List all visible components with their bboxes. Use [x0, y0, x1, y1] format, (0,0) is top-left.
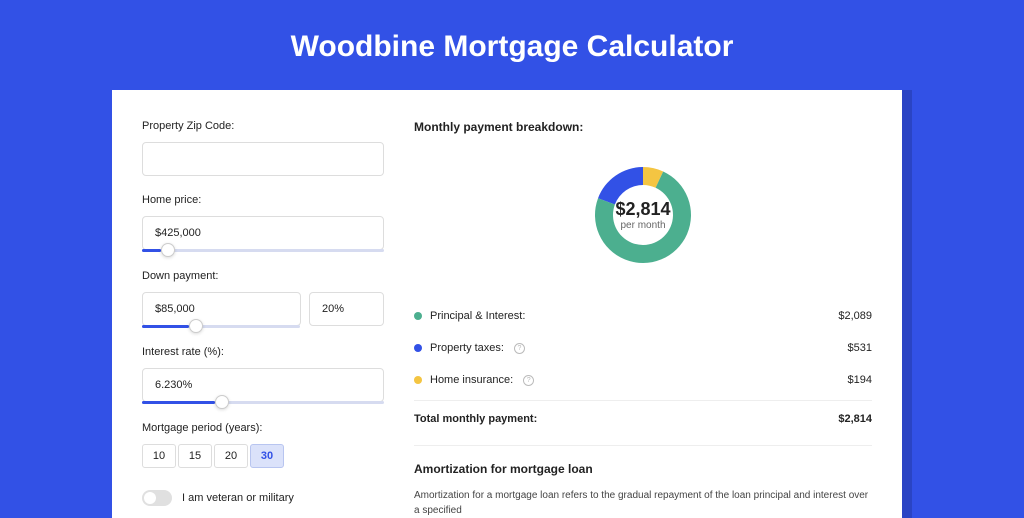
- legend-row-ins: Home insurance: ? $194: [414, 364, 872, 396]
- down-pct-input[interactable]: [309, 292, 384, 326]
- zip-field-group: Property Zip Code:: [142, 120, 384, 176]
- form-column: Property Zip Code: Home price: Down paym…: [142, 120, 384, 518]
- amortization-text: Amortization for a mortgage loan refers …: [414, 488, 872, 518]
- legend-label-ins: Home insurance:: [430, 374, 513, 386]
- calculator-card: Property Zip Code: Home price: Down paym…: [112, 90, 902, 518]
- page-title: Woodbine Mortgage Calculator: [0, 0, 1024, 90]
- legend-label-tax: Property taxes:: [430, 342, 504, 354]
- breakdown-title: Monthly payment breakdown:: [414, 120, 872, 134]
- period-btn-30[interactable]: 30: [250, 444, 284, 468]
- price-label: Home price:: [142, 194, 384, 206]
- veteran-toggle-knob: [144, 492, 156, 504]
- rate-field-group: Interest rate (%):: [142, 346, 384, 404]
- veteran-toggle[interactable]: [142, 490, 172, 506]
- amortization-section: Amortization for mortgage loan Amortizat…: [414, 445, 872, 518]
- period-btn-20[interactable]: 20: [214, 444, 248, 468]
- down-slider[interactable]: [142, 325, 300, 328]
- donut-amount: $2,814: [615, 199, 670, 220]
- rate-slider[interactable]: [142, 401, 384, 404]
- legend-value-ins: $194: [848, 374, 872, 386]
- rate-label: Interest rate (%):: [142, 346, 384, 358]
- down-slider-thumb[interactable]: [189, 319, 203, 333]
- period-btn-10[interactable]: 10: [142, 444, 176, 468]
- price-field-group: Home price:: [142, 194, 384, 252]
- legend-label-pi: Principal & Interest:: [430, 310, 525, 322]
- total-value: $2,814: [838, 413, 872, 425]
- legend-dot-ins: [414, 376, 422, 384]
- period-field-group: Mortgage period (years): 10 15 20 30: [142, 422, 384, 468]
- period-label: Mortgage period (years):: [142, 422, 384, 434]
- rate-input[interactable]: [142, 368, 384, 402]
- down-slider-fill: [142, 325, 189, 328]
- legend-dot-tax: [414, 344, 422, 352]
- info-icon[interactable]: ?: [514, 343, 525, 354]
- donut-chart: $2,814 per month: [578, 150, 708, 280]
- amortization-title: Amortization for mortgage loan: [414, 462, 872, 476]
- zip-label: Property Zip Code:: [142, 120, 384, 132]
- price-slider-thumb[interactable]: [161, 243, 175, 257]
- donut-chart-wrap: $2,814 per month: [414, 150, 872, 280]
- breakdown-column: Monthly payment breakdown:: [414, 120, 872, 518]
- rate-slider-thumb[interactable]: [215, 395, 229, 409]
- donut-center: $2,814 per month: [615, 199, 670, 231]
- rate-slider-fill: [142, 401, 215, 404]
- donut-sub: per month: [615, 220, 670, 231]
- legend-row-tax: Property taxes: ? $531: [414, 332, 872, 364]
- legend-value-tax: $531: [848, 342, 872, 354]
- down-amount-input[interactable]: [142, 292, 301, 326]
- veteran-toggle-row: I am veteran or military: [142, 490, 384, 506]
- total-label: Total monthly payment:: [414, 413, 537, 425]
- price-slider-fill: [142, 249, 161, 252]
- legend-value-pi: $2,089: [838, 310, 872, 322]
- period-btn-15[interactable]: 15: [178, 444, 212, 468]
- down-label: Down payment:: [142, 270, 384, 282]
- period-buttons: 10 15 20 30: [142, 444, 384, 468]
- legend-dot-pi: [414, 312, 422, 320]
- card-container: Property Zip Code: Home price: Down paym…: [112, 90, 912, 518]
- down-field-group: Down payment:: [142, 270, 384, 328]
- price-input[interactable]: [142, 216, 384, 250]
- info-icon[interactable]: ?: [523, 375, 534, 386]
- price-slider[interactable]: [142, 249, 384, 252]
- zip-input[interactable]: [142, 142, 384, 176]
- total-row: Total monthly payment: $2,814: [414, 400, 872, 437]
- veteran-label: I am veteran or military: [182, 492, 294, 504]
- legend-row-pi: Principal & Interest: $2,089: [414, 300, 872, 332]
